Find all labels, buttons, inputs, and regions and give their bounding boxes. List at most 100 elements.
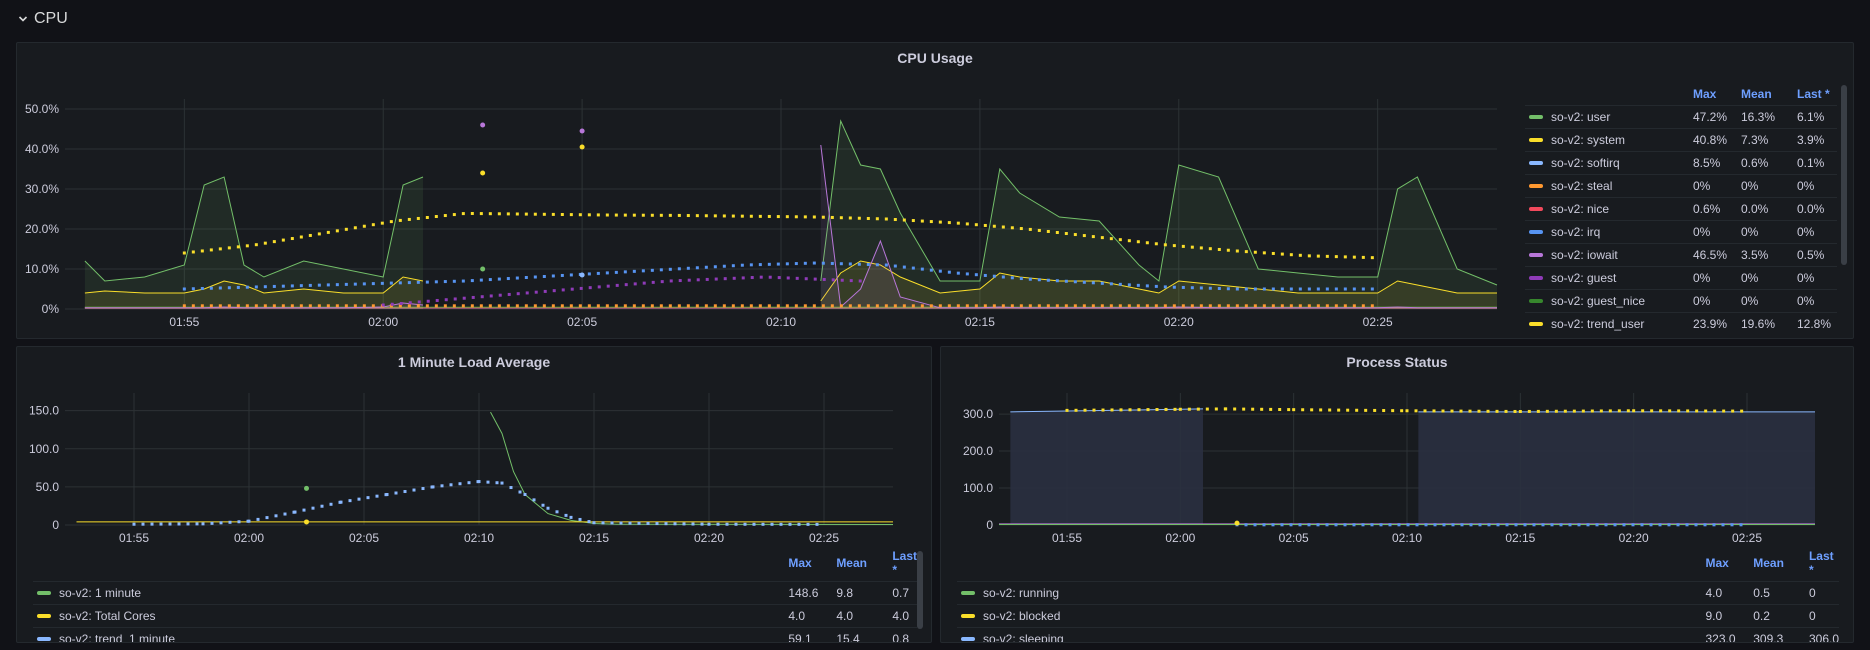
cpu-usage-chart[interactable]: 0% 10.0% 20.0% 30.0% 40.0% 50.0% 01:55 02:00 02:…	[17, 43, 1517, 339]
legend-row[interactable]: so-v2: steal 0% 0% 0%	[1525, 174, 1837, 198]
legend-row[interactable]: so-v2: trend_1 minute 59.1 15.4 0.8	[33, 627, 917, 643]
legend-series-name[interactable]: so-v2: Total Cores	[59, 609, 156, 623]
x-tick-label: 02:25	[809, 531, 839, 545]
legend-row[interactable]: so-v2: guest_nice 0% 0% 0%	[1525, 289, 1837, 313]
legend-mean-value: 7.3%	[1741, 128, 1797, 152]
legend-scrollbar[interactable]	[917, 551, 923, 629]
cpu-usage-panel[interactable]: CPU Usage 0% 10.0% 20.0% 30.0% 40.0% 50.0% 01:…	[16, 42, 1854, 339]
legend-series-name[interactable]: so-v2: guest_nice	[1551, 294, 1646, 308]
series-color-swatch	[1529, 275, 1543, 280]
legend-max-value: 148.6	[788, 581, 837, 605]
series-area	[820, 121, 1497, 309]
x-tick-label: 01:55	[1052, 531, 1082, 545]
legend-row[interactable]: so-v2: user 47.2% 16.3% 6.1%	[1525, 105, 1837, 129]
legend-row[interactable]: so-v2: trend_user 23.9% 19.6% 12.8%	[1525, 312, 1837, 336]
trend-zero-dots	[182, 304, 1374, 308]
data-point	[480, 170, 486, 176]
trend-1-minute-dots	[132, 480, 819, 526]
legend-row[interactable]: so-v2: running 4.0 0.5 0	[957, 581, 1839, 605]
legend-mean-value: 4.0	[836, 604, 893, 628]
legend-row[interactable]: so-v2: Total Cores 4.0 4.0 4.0	[33, 604, 917, 628]
panel-title: 1 Minute Load Average	[397, 354, 551, 370]
y-tick-label: 50.0	[36, 480, 60, 494]
series-line-sleeping	[1010, 408, 1204, 413]
legend-series-name[interactable]: so-v2: user	[1551, 110, 1611, 124]
legend-mean-value: 0%	[1741, 174, 1797, 198]
legend-last-value: 0.8	[892, 627, 917, 642]
process-status-legend: Max Mean Last * so-v2: running 4.0 0.5 0 so-…	[957, 549, 1839, 643]
legend-last-value: 0.7	[892, 581, 917, 605]
legend-last-value: 0%	[1797, 220, 1837, 244]
legend-header-mean[interactable]: Mean	[1741, 87, 1772, 101]
trend-iowait-dots	[381, 275, 862, 307]
legend-scrollbar[interactable]	[1841, 85, 1847, 265]
legend-last-value: 0%	[1797, 174, 1837, 198]
legend-header-max[interactable]: Max	[1693, 87, 1717, 101]
legend-row[interactable]: so-v2: iowait 46.5% 3.5% 0.5%	[1525, 243, 1837, 267]
legend-row[interactable]: so-v2: nice 0.6% 0.0% 0.0%	[1525, 197, 1837, 221]
legend-series-name[interactable]: so-v2: guest	[1551, 271, 1617, 285]
legend-series-name[interactable]: so-v2: iowait	[1551, 248, 1618, 262]
legend-max-value: 8.5%	[1693, 151, 1741, 175]
legend-series-name[interactable]: so-v2: sleeping	[983, 632, 1064, 643]
x-tick-label: 02:15	[965, 315, 995, 329]
process-status-chart[interactable]: 0 100.0 200.0 300.0 01:55 02:00 02:05 02:10 02:1…	[941, 347, 1854, 547]
legend-series-name[interactable]: so-v2: 1 minute	[59, 586, 142, 600]
legend-series-name[interactable]: so-v2: steal	[1551, 179, 1613, 193]
series-line-1-minute	[490, 411, 894, 525]
legend-series-name[interactable]: so-v2: nice	[1551, 202, 1610, 216]
legend-max-value: 59.1	[788, 627, 837, 642]
legend-header-last[interactable]: Last *	[892, 549, 917, 577]
x-tick-label: 01:55	[119, 531, 149, 545]
legend-series-name[interactable]: so-v2: blocked	[983, 609, 1061, 623]
load-average-chart[interactable]: 0 50.0 100.0 150.0 01:55 02:00 02:05 02:10 02:15…	[17, 347, 932, 547]
legend-series-name[interactable]: so-v2: trend_user	[1551, 317, 1645, 332]
legend-header-mean[interactable]: Mean	[1753, 556, 1784, 570]
legend-max-value: 0%	[1693, 289, 1741, 313]
y-tick-label: 200.0	[963, 444, 993, 458]
x-tick-label: 02:05	[349, 531, 379, 545]
y-tick-label: 100.0	[29, 442, 59, 456]
row-header-cpu[interactable]: CPU	[18, 8, 68, 30]
series-color-swatch	[1529, 322, 1543, 327]
x-tick-label: 02:20	[1164, 315, 1194, 329]
process-status-panel[interactable]: Process Status 0 100.0 200.0 300.0 01:55 02:0…	[940, 346, 1854, 643]
legend-row[interactable]: so-v2: guest 0% 0% 0%	[1525, 266, 1837, 290]
legend-series-name[interactable]: so-v2: running	[983, 586, 1060, 600]
legend-header-mean[interactable]: Mean	[836, 556, 867, 570]
x-tick-label: 02:00	[234, 531, 264, 545]
series-color-swatch	[37, 613, 51, 618]
legend-header-max[interactable]: Max	[1705, 556, 1729, 570]
legend-series-name[interactable]: so-v2: irq	[1551, 225, 1601, 239]
legend-header-last[interactable]: Last *	[1797, 87, 1830, 101]
series-area	[820, 261, 1497, 309]
legend-max-value: 0.6%	[1693, 197, 1741, 221]
data-point	[304, 485, 309, 491]
x-tick-label: 02:00	[368, 315, 398, 329]
legend-last-value: 0.1%	[1797, 151, 1837, 175]
legend-row[interactable]: so-v2: softirq 8.5% 0.6% 0.1%	[1525, 151, 1837, 175]
y-tick-label: 30.0%	[25, 182, 59, 196]
legend-row[interactable]: so-v2: irq 0% 0% 0%	[1525, 220, 1837, 244]
cpu-usage-legend: Max Mean Last * so-v2: user 47.2% 16.3% 6.1…	[1525, 87, 1837, 336]
data-point	[480, 122, 486, 128]
legend-mean-value: 16.3%	[1741, 105, 1797, 129]
legend-series-name[interactable]: so-v2: system	[1551, 133, 1626, 147]
y-tick-label: 10.0%	[25, 262, 59, 276]
row-title: CPU	[34, 10, 68, 27]
panel-title: Process Status	[1346, 354, 1448, 370]
series-color-swatch	[37, 590, 51, 595]
load-average-panel[interactable]: 1 Minute Load Average 0 50.0 100.0 150.0 01:…	[16, 346, 932, 643]
legend-row[interactable]: so-v2: 1 minute 148.6 9.8 0.7	[33, 581, 917, 605]
legend-row[interactable]: so-v2: sleeping 323.0 309.3 306.0	[957, 627, 1839, 643]
legend-series-name[interactable]: so-v2: softirq	[1551, 156, 1620, 170]
legend-row[interactable]: so-v2: system 40.8% 7.3% 3.9%	[1525, 128, 1837, 152]
legend-mean-value: 9.8	[836, 581, 893, 605]
legend-max-value: 23.9%	[1693, 312, 1741, 336]
legend-row[interactable]: so-v2: blocked 9.0 0.2 0	[957, 604, 1839, 628]
series-color-swatch	[961, 590, 975, 595]
legend-header-max[interactable]: Max	[788, 556, 812, 570]
legend-series-name[interactable]: so-v2: trend_1 minute	[59, 632, 176, 643]
legend-header-last[interactable]: Last *	[1808, 549, 1834, 577]
legend-last-value: 306.0	[1808, 627, 1839, 642]
